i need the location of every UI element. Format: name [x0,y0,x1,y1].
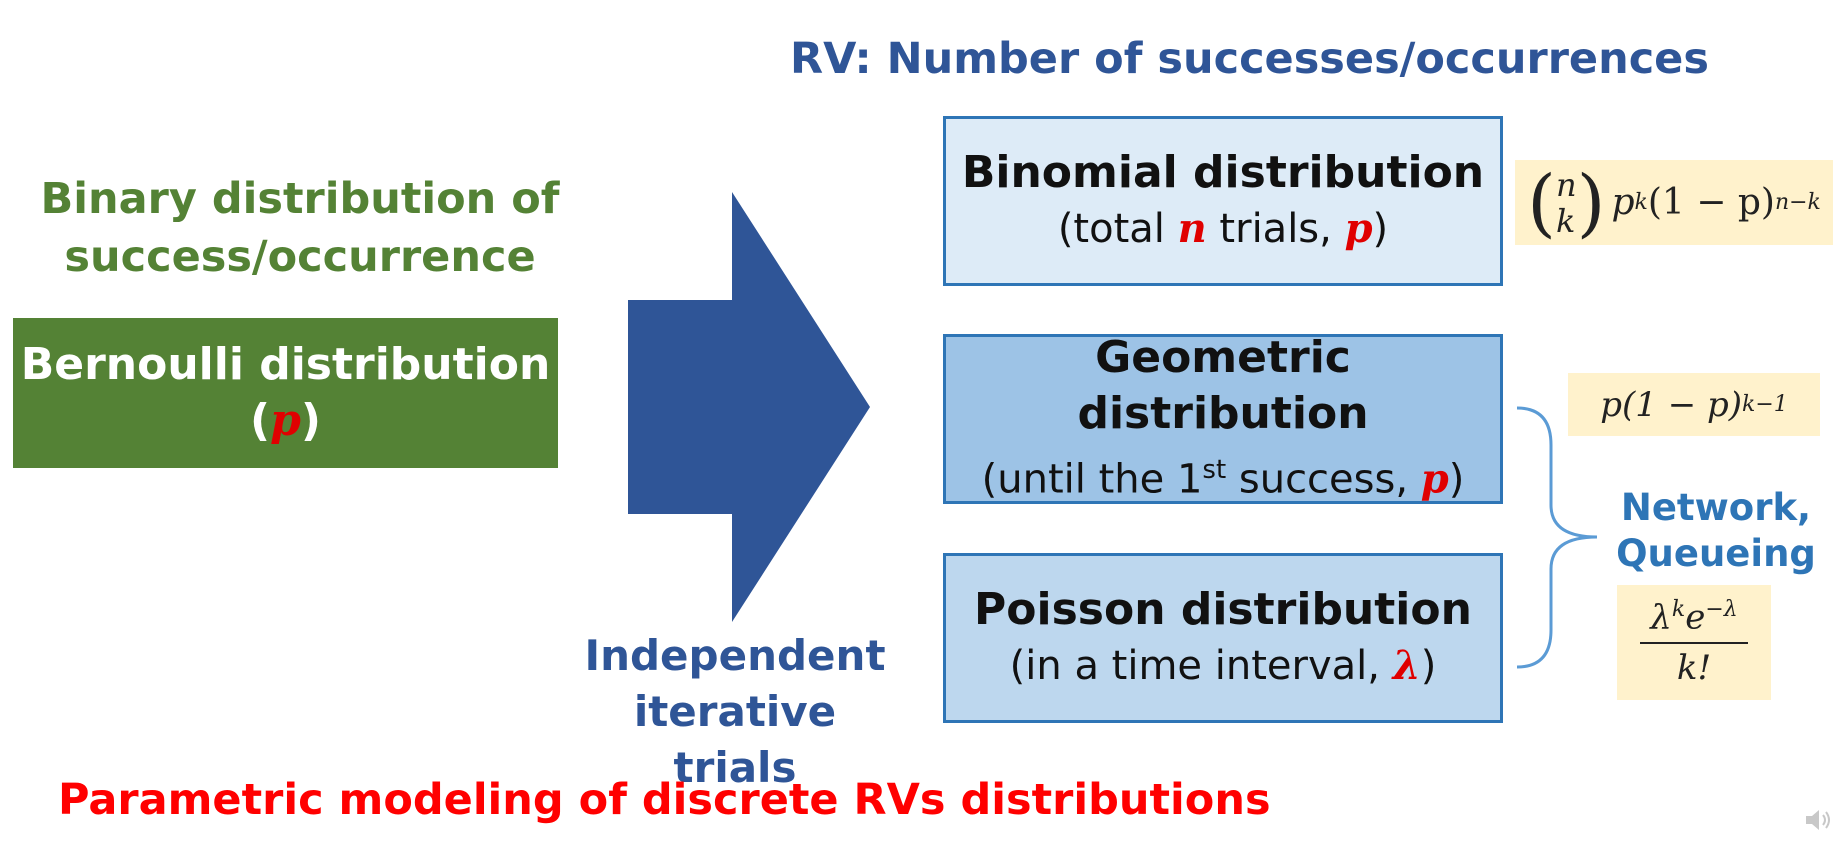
geometric-sub-post: ) [1448,456,1465,503]
binom-exp-k: k [1634,190,1648,215]
geometric-formula: p(1 − p) k−1 [1568,373,1820,436]
binom-rest: (1 − p) [1647,182,1775,223]
bernoulli-paren-open: ( [250,395,271,446]
binomial-param-n: n [1177,205,1207,252]
footer-title: Parametric modeling of discrete RVs dist… [58,775,1271,825]
poisson-sub-post: ) [1420,643,1437,689]
network-queueing-label: Network, Queueing [1616,485,1816,577]
poisson-subtitle: (in a time interval, λ) [1010,638,1437,694]
binomial-title: Binomial distribution [961,147,1485,198]
poisson-e: e [1685,597,1706,638]
bernoulli-param-line: (p) [250,393,321,449]
independent-trials-label: Independent iterative trials [570,628,900,796]
geometric-title: Geometric distribution [1077,332,1369,440]
binary-distribution-label: Binary distribution of success/occurrenc… [20,170,580,286]
poisson-numerator: λke−λ [1640,597,1748,644]
bernoulli-param: p [270,395,301,446]
geometric-param-p: p [1420,455,1449,503]
binary-label-line2: success/occurrence [64,232,536,282]
poisson-box: Poisson distribution (in a time interval… [943,553,1503,723]
speaker-icon[interactable] [1804,808,1834,832]
binom-exp-nk: n−k [1774,190,1821,215]
rv-header: RV: Number of successes/occurrences [790,34,1709,84]
geometric-box: Geometric distribution (until the 1st su… [943,332,1503,507]
bernoulli-title: Bernoulli distribution [20,339,551,390]
poisson-sub-pre: (in a time interval, [1009,643,1393,689]
binary-label-line1: Binary distribution of [40,174,560,224]
poisson-formula: λke−λ k! [1617,585,1771,700]
binom-p: p [1611,182,1635,223]
bernoulli-box: Bernoulli distribution (p) [13,318,558,468]
binom-k: k [1555,201,1576,240]
binomial-sub-post: ) [1372,206,1389,252]
poisson-param-lambda: λ [1392,642,1421,689]
binomial-subtitle: (total n trials, p) [1058,201,1388,257]
poisson-denominator: k! [1676,647,1712,688]
binomial-box: Binomial distribution (total n trials, p… [943,116,1503,286]
network-label-line1: Network, [1620,486,1812,529]
network-label-line2: Queueing [1616,532,1816,575]
binomial-sub-mid: trials, [1206,206,1345,252]
poisson-e-exp: −λ [1705,597,1738,623]
geometric-subtitle: (until the 1st success, p) [982,442,1465,507]
geom-exp: k−1 [1742,392,1788,417]
geometric-sub-sup: st [1202,455,1227,486]
poisson-lambda: λ [1650,597,1672,638]
bernoulli-paren-close: ) [300,395,321,446]
poisson-lambda-exp: k [1671,597,1686,623]
binom-n: n [1555,165,1577,204]
geometric-sub-pre: (until the 1 [981,456,1203,503]
curly-bracket-icon [1516,406,1598,669]
big-right-arrow-icon [628,192,870,622]
iter-label-line1: Independent [584,631,886,680]
binomial-sub-pre: (total [1057,206,1178,252]
binomial-param-p: p [1344,205,1373,252]
poisson-title: Poisson distribution [974,584,1472,635]
geometric-sub-mid: success, [1226,456,1421,503]
iter-label-line2: iterative trials [633,687,837,792]
geom-expr: p(1 − p) [1600,384,1743,425]
